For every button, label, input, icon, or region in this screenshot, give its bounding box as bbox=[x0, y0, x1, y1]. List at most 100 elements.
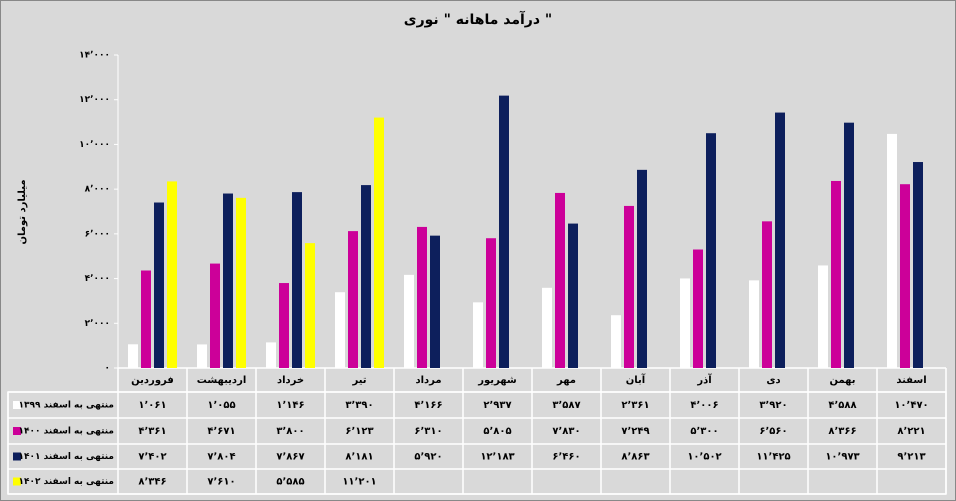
bar bbox=[542, 287, 552, 368]
table-value: ۵٬۳۰۰ bbox=[690, 426, 718, 437]
table-value: ۴٬۵۸۸ bbox=[828, 400, 856, 411]
bar bbox=[818, 265, 828, 368]
bar bbox=[499, 95, 509, 368]
y-axis-label: میلیارد تومان bbox=[17, 179, 28, 244]
bar bbox=[292, 192, 302, 368]
table-value: ۶٬۱۲۳ bbox=[345, 426, 373, 437]
table-value: ۵٬۸۰۵ bbox=[483, 426, 511, 437]
bar bbox=[210, 263, 220, 368]
x-tick-label: آبان bbox=[626, 373, 646, 386]
table-value: ۱۱٬۴۲۵ bbox=[756, 452, 790, 463]
table-value: ۴٬۰۰۶ bbox=[690, 400, 718, 411]
bar bbox=[348, 231, 358, 368]
table-value: ۸٬۳۴۶ bbox=[138, 477, 166, 488]
table-value: ۴٬۳۶۱ bbox=[138, 426, 166, 437]
x-tick-label: فروردین bbox=[131, 375, 174, 386]
table-value: ۱٬۱۴۶ bbox=[276, 400, 304, 411]
bar bbox=[762, 221, 772, 368]
legend-label: منتهی به اسفند ۱۳۹۹ bbox=[19, 401, 114, 411]
y-tick-label: ۶٬۰۰۰ bbox=[85, 229, 110, 239]
bar bbox=[473, 302, 483, 368]
y-tick-label: ۰ bbox=[105, 364, 111, 374]
table-value: ۳٬۹۲۰ bbox=[759, 400, 787, 411]
bar bbox=[223, 193, 233, 368]
table-value: ۶٬۴۶۰ bbox=[552, 452, 580, 463]
table-value: ۱۱٬۲۰۱ bbox=[342, 477, 376, 488]
x-tick-label: مهر bbox=[556, 375, 576, 386]
bar bbox=[266, 342, 276, 368]
table-value: ۶٬۵۶۰ bbox=[759, 426, 787, 437]
bar bbox=[486, 238, 496, 368]
bar bbox=[305, 243, 315, 368]
table-value: ۳٬۳۹۰ bbox=[345, 400, 373, 411]
legend-label: منتهی به اسفند ۱۴۰۰ bbox=[19, 427, 114, 437]
bar bbox=[680, 278, 690, 368]
bar bbox=[693, 249, 703, 368]
table-value: ۱۲٬۱۸۳ bbox=[480, 452, 514, 463]
bar bbox=[844, 122, 854, 368]
table-value: ۸٬۳۶۶ bbox=[828, 426, 856, 437]
table-value: ۹٬۲۱۳ bbox=[897, 452, 925, 463]
legend-swatch bbox=[13, 477, 21, 486]
x-tick-label: تیر bbox=[351, 375, 366, 386]
bar bbox=[279, 283, 289, 368]
table-value: ۶٬۳۱۰ bbox=[414, 426, 442, 437]
table-value: ۲٬۹۳۷ bbox=[483, 400, 511, 411]
bar bbox=[775, 112, 785, 368]
bar bbox=[831, 180, 841, 368]
x-tick-label: مرداد bbox=[415, 375, 441, 386]
x-tick-label: شهریور bbox=[477, 375, 517, 386]
table-value: ۷٬۸۰۴ bbox=[207, 452, 235, 463]
table-value: ۷٬۸۳۰ bbox=[552, 426, 580, 437]
table-value: ۴٬۱۶۶ bbox=[414, 400, 442, 411]
bar bbox=[900, 184, 910, 368]
bar bbox=[128, 344, 138, 368]
table-value: ۱۰٬۵۰۲ bbox=[687, 452, 721, 463]
bar bbox=[141, 270, 151, 368]
x-tick-label: خرداد bbox=[277, 375, 304, 386]
x-tick-label: آذر bbox=[696, 373, 712, 386]
table-value: ۷٬۴۰۲ bbox=[138, 452, 166, 463]
bar bbox=[706, 133, 716, 368]
x-tick-label: اسفند bbox=[896, 375, 926, 386]
bar bbox=[624, 205, 634, 368]
bar bbox=[361, 185, 371, 368]
bar bbox=[374, 117, 384, 369]
bar bbox=[887, 133, 897, 368]
table-value: ۸٬۸۶۳ bbox=[621, 452, 649, 463]
y-tick-label: ۲٬۰۰۰ bbox=[85, 319, 110, 329]
bar bbox=[404, 274, 414, 368]
y-tick-label: ۱۴٬۰۰۰ bbox=[79, 51, 110, 61]
bar bbox=[637, 169, 647, 368]
table-value: ۴٬۶۷۱ bbox=[207, 426, 235, 437]
table-value: ۲٬۳۶۱ bbox=[621, 400, 649, 411]
table-value: ۱٬۰۶۱ bbox=[138, 400, 166, 411]
bar bbox=[611, 315, 621, 368]
legend-label: منتهی به اسفند ۱۴۰۱ bbox=[19, 452, 114, 462]
bar bbox=[430, 235, 440, 368]
table-value: ۸٬۱۸۱ bbox=[345, 452, 373, 463]
table-value: ۵٬۵۸۵ bbox=[276, 477, 304, 488]
bar bbox=[197, 344, 207, 368]
bar bbox=[236, 197, 246, 368]
table-value: ۷٬۲۴۹ bbox=[621, 426, 649, 437]
table-value: ۷٬۶۱۰ bbox=[207, 477, 235, 488]
x-tick-label: اردیبهشت bbox=[197, 375, 247, 386]
y-tick-label: ۸٬۰۰۰ bbox=[85, 185, 110, 195]
table-value: ۱۰٬۴۷۰ bbox=[894, 400, 928, 411]
bar bbox=[417, 226, 427, 368]
bar bbox=[913, 162, 923, 368]
bar bbox=[749, 280, 759, 368]
table-value: ۳٬۸۰۰ bbox=[276, 426, 304, 437]
table-value: ۸٬۲۲۱ bbox=[897, 426, 925, 437]
legend-swatch bbox=[13, 452, 21, 461]
y-tick-label: ۴٬۰۰۰ bbox=[85, 274, 110, 284]
y-tick-label: ۱۰٬۰۰۰ bbox=[79, 140, 110, 150]
x-tick-label: بهمن bbox=[829, 375, 855, 386]
table-value: ۳٬۵۸۷ bbox=[552, 400, 580, 411]
bar bbox=[154, 202, 164, 368]
chart-title: درآمد ماهانه " نوری " bbox=[404, 10, 552, 28]
bar bbox=[568, 223, 578, 368]
